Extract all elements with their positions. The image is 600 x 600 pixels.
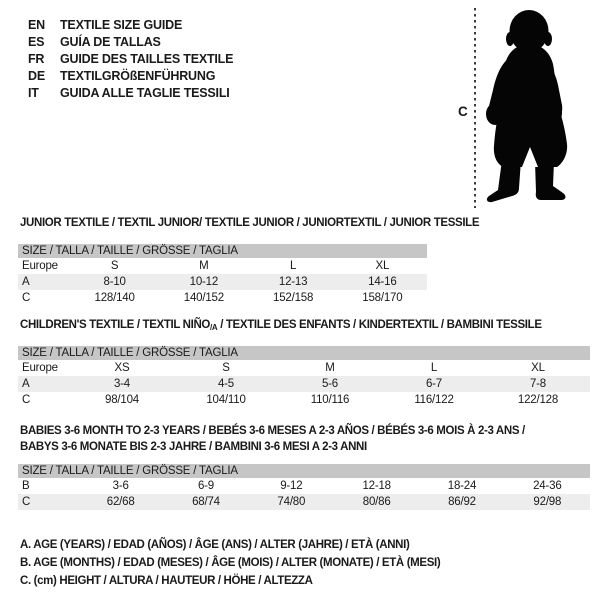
- months-cell: 24-36: [533, 480, 562, 492]
- age-cell: 8-10: [70, 274, 160, 290]
- size-cell: S: [222, 362, 230, 374]
- table-row-age: A 8-10 10-12 12-13 14-16: [18, 274, 427, 290]
- height-cell: 110/116: [310, 394, 350, 406]
- table-row-months: B 3-6 6-9 9-12 12-18 18-24 24-36: [18, 478, 590, 494]
- size-cell: S: [110, 260, 119, 272]
- language-code: IT: [28, 86, 39, 100]
- language-code: ES: [28, 35, 45, 49]
- size-cell: M: [325, 362, 335, 374]
- size-cell: XS: [114, 362, 130, 374]
- height-cell: 140/152: [183, 292, 224, 304]
- junior-size-table: SIZE / TALLA / TAILLE / GRÖSSE / TAGLIA …: [18, 244, 427, 306]
- months-cell: 9-12: [280, 480, 303, 492]
- legend-line-a: A. AGE (YEARS) / EDAD (AÑOS) / ÂGE (ANS)…: [20, 539, 410, 551]
- age-cell: 14-16: [337, 274, 427, 290]
- height-cell: 68/74: [163, 494, 249, 510]
- age-cell: 6-7: [382, 376, 486, 392]
- height-cell: 104/110: [206, 394, 246, 406]
- height-cell: 122/128: [517, 394, 559, 406]
- legend-line-b: B. AGE (MONTHS) / EDAD (MESES) / ÂGE (MO…: [20, 557, 441, 569]
- row-label: A: [18, 274, 70, 290]
- language-title: TEXTILE SIZE GUIDE: [60, 18, 183, 32]
- age-cell: 3-4: [70, 376, 174, 392]
- row-label: B: [22, 480, 30, 492]
- months-cell: 12-18: [362, 480, 391, 492]
- children-table-title: CHILDREN'S TEXTILE / TEXTIL NIÑO/A / TEX…: [20, 319, 542, 334]
- size-header-band: SIZE / TALLA / TAILLE / GRÖSSE / TAGLIA: [18, 464, 590, 478]
- children-size-table: SIZE / TALLA / TAILLE / GRÖSSE / TAGLIA …: [18, 346, 590, 408]
- height-measure-dotted-line: [474, 8, 476, 208]
- size-header-band: SIZE / TALLA / TAILLE / GRÖSSE / TAGLIA: [18, 244, 427, 258]
- row-label: C: [18, 494, 78, 510]
- height-cell: 80/86: [333, 494, 420, 510]
- table-row-height: C 62/68 68/74 74/80 80/86 86/92 92/98: [18, 494, 590, 510]
- language-code: DE: [28, 69, 45, 83]
- months-cell: 3-6: [112, 480, 129, 492]
- height-cell: 116/122: [414, 394, 454, 406]
- babies-title-line2: BABYS 3-6 MONATE BIS 2-3 JAHRE / BAMBINI…: [20, 440, 367, 453]
- table-header-row: SIZE / TALLA / TAILLE / GRÖSSE / TAGLIA: [18, 244, 427, 258]
- age-cell: 7-8: [486, 376, 590, 392]
- table-row-height: C 98/104 104/110 110/116 116/122 122/128: [18, 392, 590, 408]
- age-cell: 12-13: [248, 274, 338, 290]
- language-code: FR: [28, 52, 45, 66]
- language-row-de: DE TEXTILGRÖßENFÜHRUNG: [28, 68, 233, 85]
- language-code: EN: [28, 18, 45, 32]
- row-label: Europe: [22, 362, 58, 374]
- age-cell: 10-12: [159, 274, 249, 290]
- language-title: TEXTILGRÖßENFÜHRUNG: [60, 69, 216, 83]
- row-label: C: [22, 292, 31, 304]
- table-header-row: SIZE / TALLA / TAILLE / GRÖSSE / TAGLIA: [18, 346, 590, 360]
- junior-table-title: JUNIOR TEXTILE / TEXTIL JUNIOR/ TEXTILE …: [20, 217, 480, 229]
- size-cell: L: [430, 362, 438, 374]
- age-cell: 4-5: [174, 376, 278, 392]
- language-row-es: ES GUÍA DE TALLAS: [28, 34, 233, 51]
- size-cell: M: [199, 260, 209, 272]
- size-header-band: SIZE / TALLA / TAILLE / GRÖSSE / TAGLIA: [18, 346, 590, 360]
- height-cell: 98/104: [105, 394, 139, 406]
- height-cell: 152/158: [273, 292, 314, 304]
- language-title: GUIDE DES TAILLES TEXTILE: [60, 52, 234, 66]
- measurement-legend: A. AGE (YEARS) / EDAD (AÑOS) / ÂGE (ANS)…: [20, 536, 441, 590]
- babies-title-line1: BABIES 3-6 MONTH TO 2-3 YEARS / BEBÉS 3-…: [20, 425, 525, 437]
- months-cell: 18-24: [447, 480, 477, 492]
- children-title-main: CHILDREN'S TEXTILE / TEXTIL NIÑO: [20, 319, 211, 331]
- size-cell: XL: [375, 260, 390, 272]
- language-row-fr: FR GUIDE DES TAILLES TEXTILE: [28, 51, 233, 68]
- age-cell: 5-6: [278, 376, 382, 392]
- size-cell: XL: [531, 362, 545, 374]
- table-row-europe: Europe XS S M L XL: [18, 360, 590, 376]
- row-label: Europe: [22, 260, 58, 272]
- height-cell: 62/68: [78, 494, 164, 510]
- babies-size-table: SIZE / TALLA / TAILLE / GRÖSSE / TAGLIA …: [18, 464, 590, 510]
- row-label: C: [22, 394, 31, 406]
- size-cell: L: [290, 260, 297, 272]
- table-row-height: C 128/140 140/152 152/158 158/170: [18, 290, 427, 306]
- language-title: GUÍA DE TALLAS: [60, 35, 161, 49]
- table-header-row: SIZE / TALLA / TAILLE / GRÖSSE / TAGLIA: [18, 464, 590, 478]
- language-row-en: EN TEXTILE SIZE GUIDE: [28, 17, 233, 34]
- height-measure-label: C: [458, 104, 468, 119]
- height-cell: 86/92: [419, 494, 505, 510]
- height-cell: 128/140: [94, 292, 135, 304]
- language-row-it: IT GUIDA ALLE TAGLIE TESSILI: [28, 85, 233, 102]
- language-list: EN TEXTILE SIZE GUIDE ES GUÍA DE TALLAS …: [28, 17, 233, 102]
- babies-table-title: BABIES 3-6 MONTH TO 2-3 YEARS / BEBÉS 3-…: [20, 424, 525, 455]
- legend-line-c: C. (cm) HEIGHT / ALTURA / HAUTEUR / HÖHE…: [20, 575, 313, 587]
- table-row-europe: Europe S M L XL: [18, 258, 427, 274]
- toddler-silhouette-icon: [486, 10, 568, 203]
- table-row-age: A 3-4 4-5 5-6 6-7 7-8: [18, 376, 590, 392]
- language-title: GUIDA ALLE TAGLIE TESSILI: [60, 86, 230, 100]
- height-cell: 158/170: [362, 292, 403, 304]
- children-title-subscript: /A: [210, 323, 218, 332]
- children-title-rest: / TEXTILE DES ENFANTS / KINDERTEXTIL / B…: [217, 319, 542, 331]
- row-label: A: [18, 376, 70, 392]
- height-cell: 74/80: [248, 494, 334, 510]
- height-cell: 92/98: [504, 494, 590, 510]
- months-cell: 6-9: [197, 480, 214, 492]
